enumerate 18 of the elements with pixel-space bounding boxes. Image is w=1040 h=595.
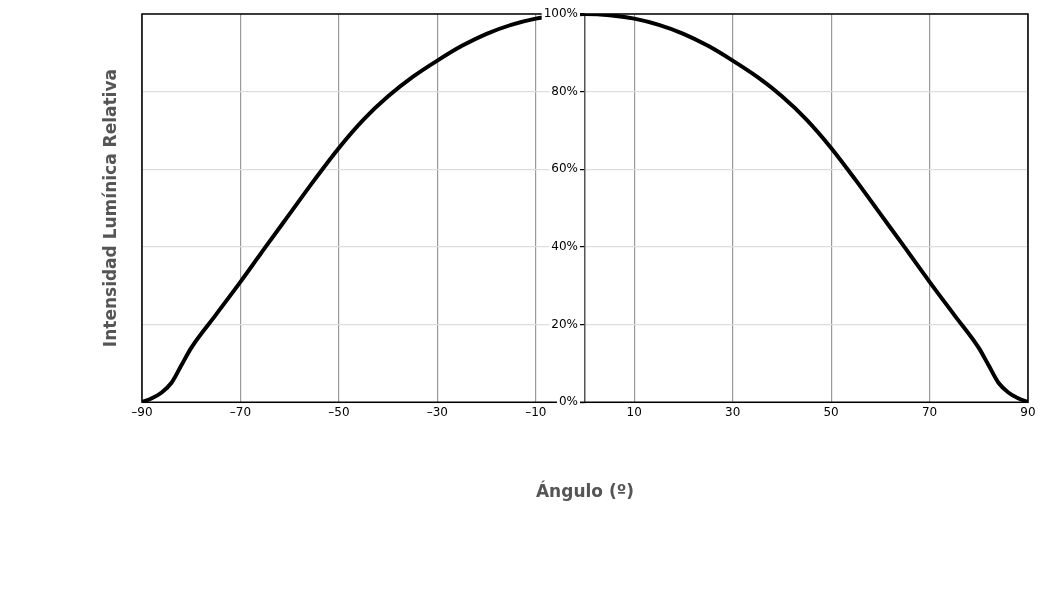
x-tick-label: 90 xyxy=(1020,404,1036,419)
y-tick-label: 40% xyxy=(551,239,578,254)
y-tick-label: 0% xyxy=(558,394,578,409)
x-tick-label: 50 xyxy=(823,404,839,419)
x-tick-label: –10 xyxy=(525,404,547,419)
x-tick-label: –70 xyxy=(229,404,252,419)
y-tick-label: 80% xyxy=(551,83,578,98)
x-tick-label: –90 xyxy=(131,404,153,419)
y-axis-title: Intensidad Lumínica Relativa xyxy=(100,69,121,348)
x-tick-label: 10 xyxy=(626,404,642,419)
x-tick-label: 70 xyxy=(921,404,938,419)
x-tick-label: –30 xyxy=(426,404,448,419)
y-tick-label: 60% xyxy=(551,161,578,176)
y-tick-label: 100% xyxy=(543,6,578,21)
x-axis-title: Ángulo (º) xyxy=(535,480,635,502)
y-tick-label: 20% xyxy=(551,316,578,331)
x-tick-label: 30 xyxy=(725,404,741,419)
x-tick-label: –50 xyxy=(328,404,350,419)
